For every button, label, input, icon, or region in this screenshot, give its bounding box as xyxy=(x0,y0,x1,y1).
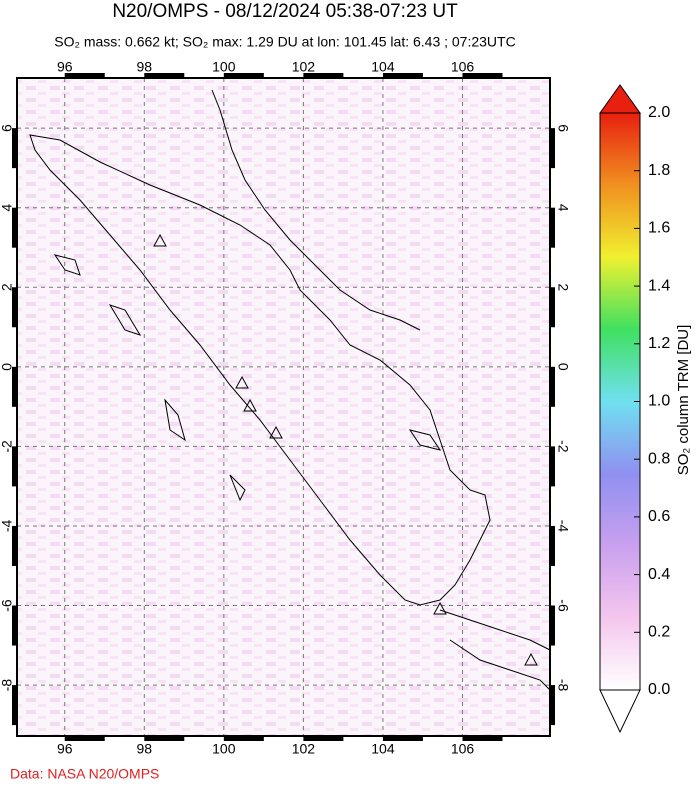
y-tick-label: 4 xyxy=(555,204,571,212)
x-tick-label: 106 xyxy=(451,59,475,75)
volcano-marker xyxy=(153,233,538,666)
tick-bar xyxy=(12,128,17,169)
tick-bar xyxy=(462,73,503,78)
tick-bar xyxy=(303,73,344,78)
colorbar-tick-label: 0.8 xyxy=(648,450,670,467)
y-tick-label: -2 xyxy=(555,440,571,453)
y-tick-label: 6 xyxy=(0,124,15,132)
y-tick-label: -8 xyxy=(555,679,571,692)
tick-bar xyxy=(12,525,17,566)
x-tick-label: 106 xyxy=(451,741,475,757)
tick-bar xyxy=(64,736,105,741)
colorbar-tick-label: 1.4 xyxy=(648,277,670,294)
y-tick-label: -4 xyxy=(0,520,15,533)
coastline xyxy=(211,89,421,331)
tick-bar xyxy=(144,73,185,78)
coastline xyxy=(439,609,551,691)
x-tick-label: 100 xyxy=(212,59,236,75)
colorbar-extend-top xyxy=(599,84,641,114)
y-tick-label: 6 xyxy=(555,124,571,132)
y-tick-label: -8 xyxy=(0,679,15,692)
y-tick-label: 0 xyxy=(0,363,15,371)
colorbar-tick-label: 1.0 xyxy=(648,393,670,410)
colorbar-label: SO₂ column TRM [DU] xyxy=(675,325,692,476)
colorbar-tick-label: 1.6 xyxy=(648,220,670,237)
coastlines xyxy=(29,89,551,691)
tick-bar xyxy=(303,736,344,741)
x-tick-label: 100 xyxy=(212,741,236,757)
tick-bar xyxy=(382,73,423,78)
x-tick-label: 98 xyxy=(136,741,152,757)
tick-bar xyxy=(223,736,264,741)
colorbar-tick-label: 1.2 xyxy=(648,335,670,352)
subtitle: SO₂ mass: 0.662 kt; SO₂ max: 1.29 DU at … xyxy=(54,34,515,50)
tick-bar xyxy=(550,366,555,407)
colorbar: 0.0 0.2 0.4 0.6 0.8 1.0 1.2 1.4 1.6 1.8 2.0 SO₂ col… xyxy=(599,84,692,734)
grid xyxy=(17,78,550,736)
tick-bar xyxy=(550,287,555,328)
coastline xyxy=(29,134,491,606)
y-tick-label: -4 xyxy=(555,520,571,533)
tick-bar xyxy=(12,605,17,646)
y-tick-label: 0 xyxy=(555,363,571,371)
tick-bar xyxy=(64,73,105,78)
x-tick-label: 102 xyxy=(292,59,316,75)
colorbar-tick-label: 0.4 xyxy=(648,566,670,583)
x-tick-label: 104 xyxy=(371,59,395,75)
tick-bar xyxy=(550,605,555,646)
colorbar-tick-label: 0.2 xyxy=(648,624,670,641)
colorbar-tick-label: 0.0 xyxy=(648,681,670,698)
tick-bar xyxy=(12,685,17,726)
x-tick-label: 104 xyxy=(371,741,395,757)
tick-bar xyxy=(223,73,264,78)
tick-bar xyxy=(12,207,17,248)
tick-bar xyxy=(12,446,17,487)
tick-bar xyxy=(144,736,185,741)
x-tick-label: 98 xyxy=(136,59,152,75)
y-tick-label: 4 xyxy=(0,204,15,212)
title: N20/OMPS - 08/12/2024 05:38-07:23 UT xyxy=(112,1,458,22)
y-tick-label: -2 xyxy=(0,440,15,453)
volcanoes xyxy=(153,233,538,666)
coastline xyxy=(53,254,442,502)
colorbar-extend-bottom xyxy=(599,689,641,734)
tick-bar xyxy=(550,446,555,487)
tick-bar xyxy=(550,685,555,726)
colorbar-tick-label: 1.8 xyxy=(648,162,670,179)
tick-bar xyxy=(550,128,555,169)
y-tick-label: -6 xyxy=(555,599,571,612)
tick-bar xyxy=(12,287,17,328)
tick-bar xyxy=(550,525,555,566)
credit: Data: NASA N20/OMPS xyxy=(10,766,159,782)
tick-bar xyxy=(462,736,503,741)
map-background xyxy=(17,78,550,736)
y-tick-label: 2 xyxy=(555,283,571,291)
x-tick-label: 102 xyxy=(292,741,316,757)
tick-bar xyxy=(382,736,423,741)
tick-bar xyxy=(550,207,555,248)
map-frame xyxy=(16,77,551,737)
colorbar-tick-label: 2.0 xyxy=(648,104,670,121)
y-tick-label: -6 xyxy=(0,599,15,612)
y-tick-label: 2 xyxy=(0,283,15,291)
colorbar-fill xyxy=(599,112,641,691)
x-tick-label: 96 xyxy=(57,59,73,75)
x-tick-label: 96 xyxy=(57,741,73,757)
tick-bar xyxy=(12,366,17,407)
colorbar-tick-label: 0.6 xyxy=(648,508,670,525)
ticks: 96 96 98 98 100 100 102 102 104 104 106 106 6 6 4 4 2 2 0 0… xyxy=(0,59,571,757)
